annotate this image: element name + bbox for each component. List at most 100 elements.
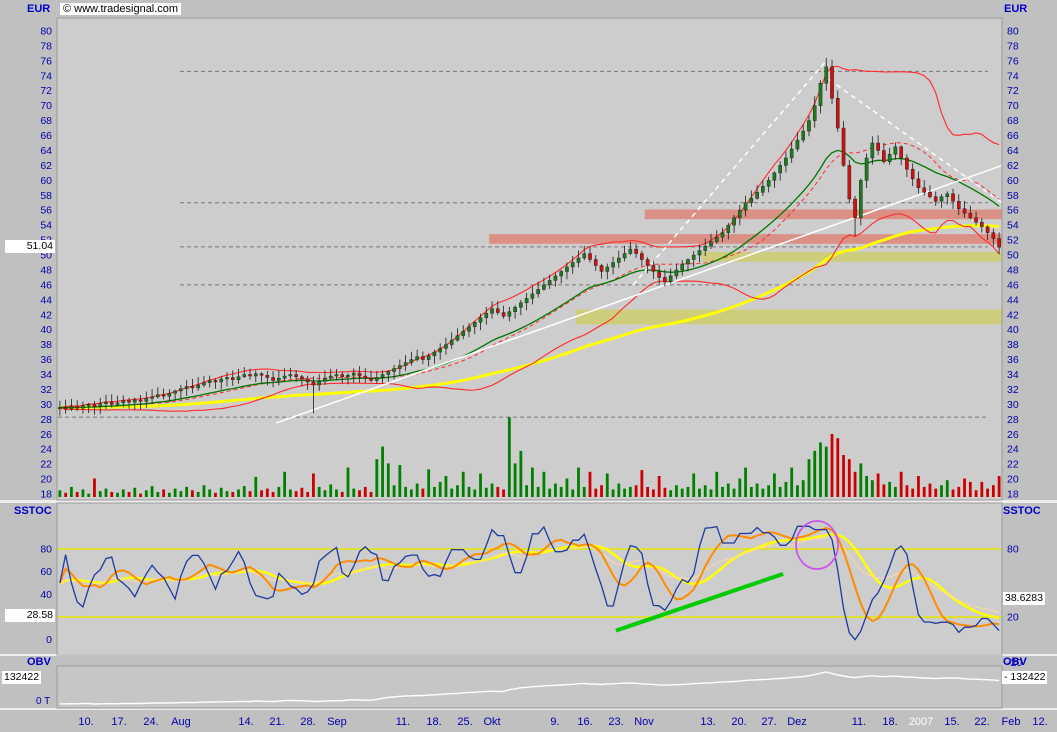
- x-axis-label: Nov: [634, 716, 654, 728]
- candle-body: [69, 406, 74, 410]
- sstoc-green-trendline[interactable]: [615, 572, 784, 633]
- candle-body: [104, 401, 108, 404]
- volume-bar: [438, 481, 442, 497]
- volume-bar: [369, 491, 373, 497]
- price-tick-left: 18: [40, 488, 52, 500]
- volume-bar: [991, 485, 995, 497]
- candle-body: [640, 253, 644, 260]
- candle-body: [582, 253, 587, 259]
- x-axis-label: 13.: [700, 716, 715, 728]
- price-zone-resistance-red: [489, 234, 1002, 244]
- x-axis-label: 18.: [426, 716, 441, 728]
- volume-bar: [104, 488, 108, 497]
- x-axis-label: 17.: [111, 716, 126, 728]
- candle-body: [92, 404, 97, 407]
- volume-bar: [340, 491, 344, 497]
- price-tick-left: 76: [40, 55, 52, 67]
- volume-bar: [623, 488, 626, 497]
- candle-body: [928, 192, 932, 197]
- candle-body: [236, 376, 241, 380]
- candle-body: [444, 344, 448, 349]
- volume-bar: [237, 489, 240, 497]
- x-axis-label: Feb: [1002, 716, 1021, 728]
- candle-body: [720, 232, 725, 238]
- candle-body: [859, 180, 863, 218]
- candle-body: [398, 365, 402, 369]
- volume-bar: [796, 485, 799, 497]
- obv-panel-label-left: OBV: [27, 656, 51, 668]
- candle-body: [755, 192, 759, 199]
- price-tick-left: 54: [40, 220, 52, 232]
- candle-body: [472, 322, 477, 327]
- volume-bar: [945, 480, 949, 497]
- candle-body: [340, 374, 345, 377]
- volume-bar: [917, 476, 920, 497]
- x-axis-label: 22.: [974, 716, 989, 728]
- candle-body: [697, 250, 702, 256]
- volume-bar: [997, 476, 1001, 497]
- volume-bar: [738, 478, 742, 497]
- volume-bar: [352, 488, 356, 497]
- trend-line[interactable]: [632, 60, 827, 286]
- price-tick-left: 40: [40, 324, 52, 336]
- candle-body: [109, 401, 114, 405]
- volume-bar: [617, 483, 621, 497]
- volume-bar: [542, 471, 546, 497]
- price-tick-left: 22: [40, 459, 52, 471]
- volume-bar: [214, 492, 217, 497]
- price-tick-left: 34: [40, 369, 52, 381]
- candle-body: [732, 217, 736, 226]
- volume-bar: [185, 486, 189, 497]
- volume-bar: [450, 488, 454, 497]
- volume-bar: [225, 491, 229, 497]
- volume-bar: [409, 489, 413, 497]
- candle-body: [317, 381, 321, 386]
- candle-body: [98, 403, 103, 407]
- volume-bar: [277, 486, 281, 497]
- panel-separator: [0, 500, 1057, 503]
- candle-body: [542, 284, 546, 290]
- candle-body: [703, 245, 708, 251]
- volume-bar: [675, 485, 678, 497]
- x-axis-label: Aug: [171, 716, 191, 728]
- volume-bar: [761, 488, 765, 497]
- candle-body: [115, 402, 120, 405]
- obv-line: [59, 671, 1000, 705]
- candle-body: [766, 180, 771, 187]
- sstoc-plot-area[interactable]: [57, 503, 1002, 655]
- price-tick-left: 20: [40, 474, 52, 486]
- candle-body: [611, 262, 615, 268]
- volume-bar: [87, 493, 91, 497]
- candle-body: [789, 148, 794, 159]
- candle-body: [985, 226, 990, 233]
- volume-bar: [427, 469, 431, 497]
- trend-line[interactable]: [275, 164, 1003, 424]
- candle-body: [156, 394, 160, 398]
- sstoc-circle-annotation[interactable]: [795, 520, 839, 570]
- obv-right-value-label: - 132422: [1002, 671, 1048, 684]
- volume-bar: [363, 486, 367, 497]
- volume-bar: [265, 488, 269, 497]
- volume-bar: [507, 417, 511, 497]
- candle-body: [565, 266, 569, 272]
- volume-bar: [288, 489, 292, 497]
- x-axis-label: 2007: [909, 716, 933, 728]
- volume-bar: [790, 467, 794, 497]
- volume-bar: [807, 459, 811, 497]
- volume-bar: [110, 491, 114, 497]
- volume-bar: [398, 465, 402, 497]
- candle-body: [663, 277, 667, 283]
- price-tick-right: 36: [1007, 354, 1019, 366]
- volume-bar: [905, 485, 909, 497]
- candle-body: [743, 202, 748, 211]
- volume-bar: [530, 467, 534, 497]
- candle-body: [645, 259, 650, 266]
- candle-body: [478, 317, 483, 323]
- candle-body: [375, 377, 379, 381]
- price-tick-right: 58: [1007, 190, 1019, 202]
- volume-bar: [554, 483, 557, 497]
- candle-body: [628, 248, 633, 254]
- volume-bar: [231, 491, 235, 497]
